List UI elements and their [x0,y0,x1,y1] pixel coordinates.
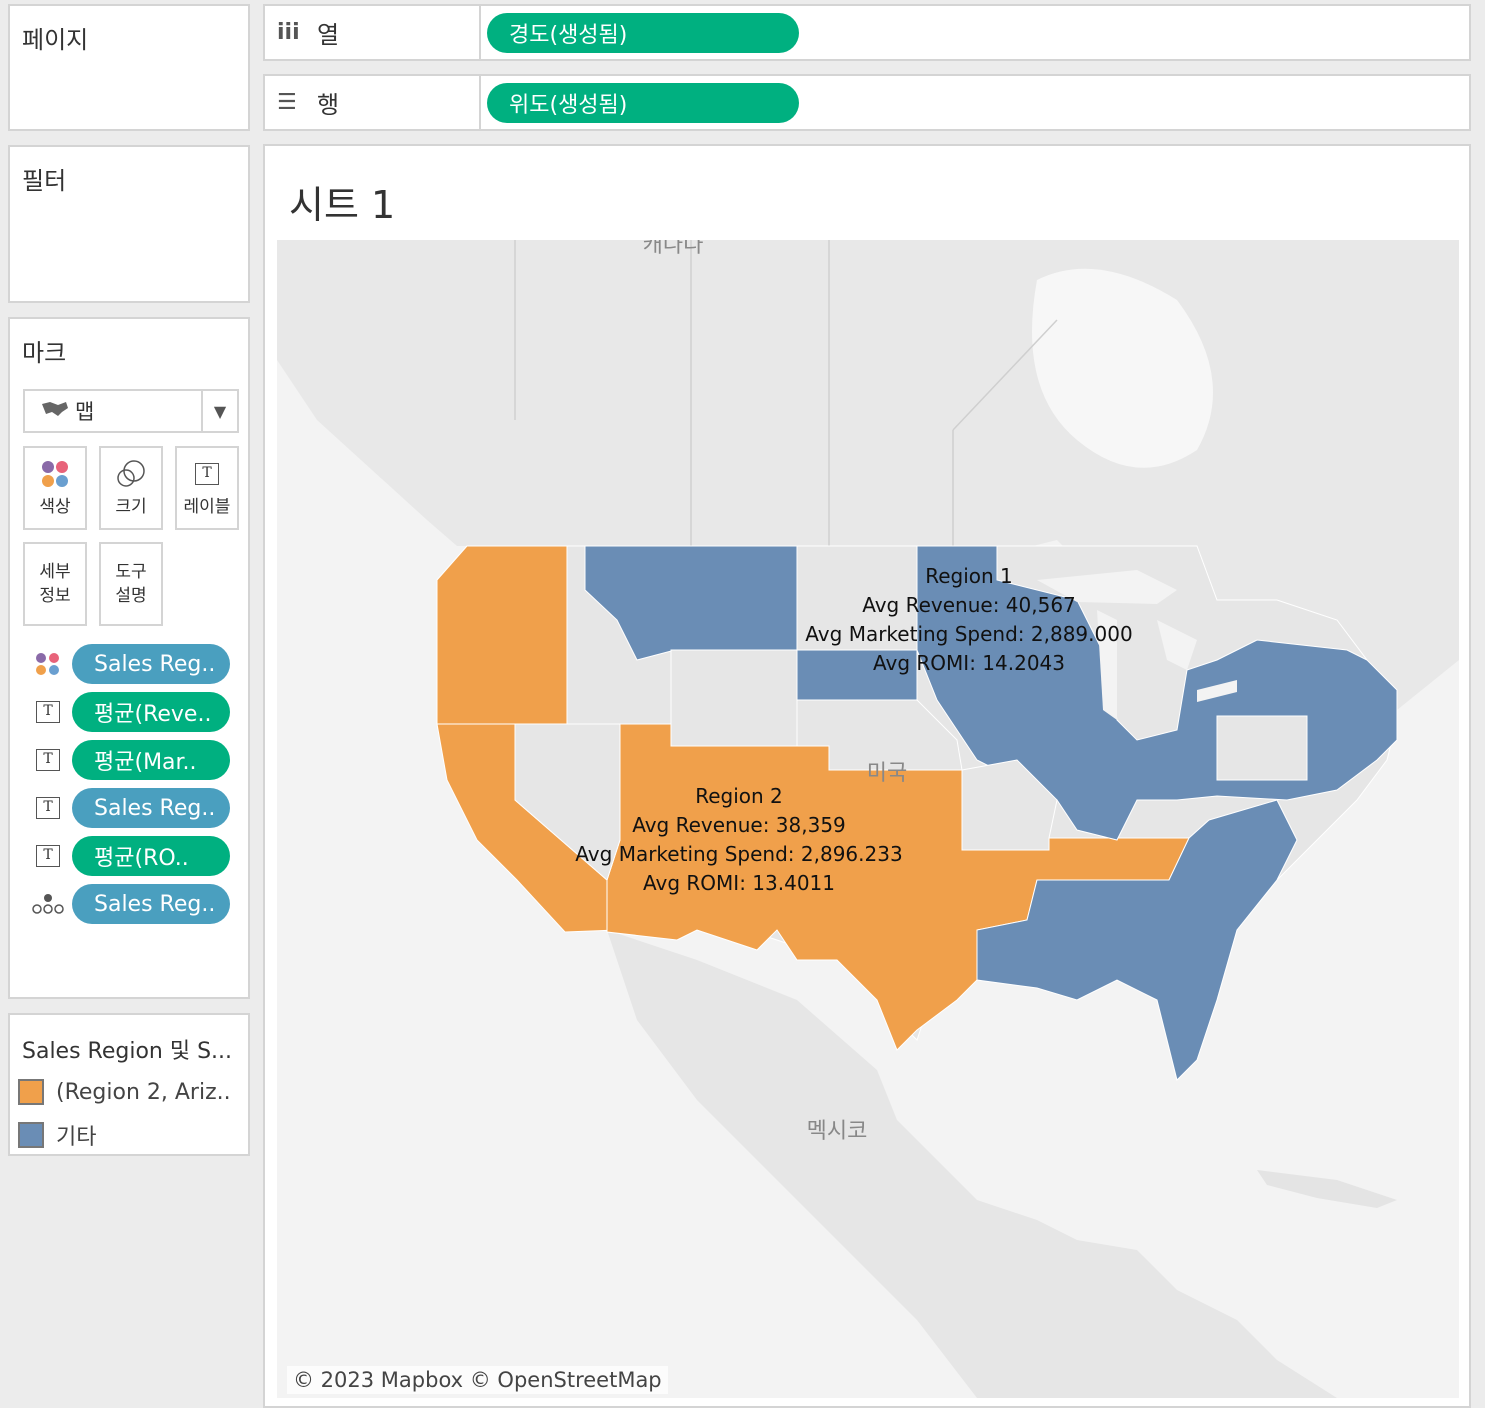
usa-label: 미국 [867,761,907,786]
color-legend: Sales Region 및 S... (Region 2, Ariz.. 기타 [8,1013,250,1156]
field-pill[interactable]: Sales Reg.. [72,644,230,684]
sheet-title: 시트 1 [289,183,396,227]
legend-label: (Region 2, Ariz.. [56,1079,231,1105]
columns-shelf: iii 열 경도(생성됨) [263,4,1471,61]
mark-field-row: Sales Reg.. [32,884,242,924]
mark-type-label: 맵 [75,400,95,424]
cuba-land [1257,1170,1397,1208]
legend-item[interactable]: 기타 [18,1119,96,1151]
text-icon: T [32,843,64,869]
text-icon: T [32,747,64,773]
size-button-label: 크기 [115,497,147,517]
field-pill[interactable]: Sales Reg.. [72,788,230,828]
color-icon [40,457,70,491]
label-button-label: 레이블 [183,497,231,517]
legend-swatch [18,1079,44,1105]
mark-field-row: Sales Reg.. [32,644,242,684]
chevron-down-icon[interactable]: ▼ [201,391,237,431]
mark-field-row: T 평균(Mar.. [32,740,242,780]
rows-icon: ☰ [277,90,297,115]
mark-field-row: T 평균(RO.. [32,836,242,876]
color-button-label: 색상 [39,497,71,517]
legend-swatch [18,1122,44,1148]
map-icon [35,400,75,422]
size-button[interactable]: 크기 [99,446,163,530]
mark-field-row: T Sales Reg.. [32,788,242,828]
color-button[interactable]: 색상 [23,446,87,530]
pages-title: 페이지 [22,26,89,54]
columns-icon: iii [277,20,300,45]
tooltip-button[interactable]: 도구 설명 [99,542,163,626]
legend-item[interactable]: (Region 2, Ariz.. [18,1079,231,1105]
annotation-line: Avg Marketing Spend: 2,889.000 [805,622,1132,646]
latitude-pill[interactable]: 위도(생성됨) [487,83,799,123]
color-icon [32,651,64,677]
region1-annotation: Region 1 Avg Revenue: 40,567 Avg Marketi… [805,564,1132,675]
region2-annotation: Region 2 Avg Revenue: 38,359 Avg Marketi… [575,784,902,895]
field-pill[interactable]: 평균(RO.. [72,836,230,876]
annotation-line: Avg ROMI: 14.2043 [873,651,1065,675]
annotation-line: Avg ROMI: 13.4011 [643,871,835,895]
marks-title: 마크 [22,339,67,367]
state-other[interactable] [976,799,1298,1081]
great-lakes [1037,570,1237,720]
region2-states[interactable] [436,545,1190,1051]
text-icon: T [195,457,219,491]
annotation-line: Avg Revenue: 38,359 [632,813,846,837]
map-attribution[interactable]: © 2023 Mapbox © OpenStreetMap [287,1366,668,1394]
longitude-pill[interactable]: 경도(생성됨) [487,13,799,53]
mexico-land [607,930,1337,1398]
text-icon: T [32,795,64,821]
mexico-label: 멕시코 [807,1119,868,1144]
rows-shelf: ☰ 행 위도(생성됨) [263,74,1471,131]
legend-title[interactable]: Sales Region 및 S... [22,1039,233,1064]
filters-panel[interactable]: 필터 [8,145,250,303]
field-pill[interactable]: 평균(Reve.. [72,692,230,732]
legend-label: 기타 [56,1125,97,1150]
annotation-line: Region 1 [925,564,1013,588]
detail-button-label: 세부 정보 [39,562,71,606]
field-pill[interactable]: Sales Reg.. [72,884,230,924]
columns-label-text: 열 [317,21,340,49]
annotation-line: Avg Marketing Spend: 2,896.233 [575,842,902,866]
marks-panel: 마크 맵 ▼ 색상 크기 T 레이블 세부 정보 도구 설명 Sales Reg… [8,317,250,999]
map-svg[interactable]: 캐나다 미국 멕시코 Region 1 Avg Revenue: 40,567 … [277,240,1459,1398]
rows-shelf-label: ☰ 행 [265,76,481,129]
rows-label-text: 행 [317,91,340,119]
state-region2[interactable] [436,545,568,725]
filters-title: 필터 [22,167,67,195]
detail-button[interactable]: 세부 정보 [23,542,87,626]
field-pill[interactable]: 평균(Mar.. [72,740,230,780]
detail-icon [32,891,64,917]
annotation-line: Avg Revenue: 40,567 [862,593,1076,617]
text-icon: T [32,699,64,725]
hudson-bay [1032,268,1213,468]
size-icon [115,457,147,491]
columns-shelf-label: iii 열 [265,6,481,59]
mark-field-row: T 평균(Reve.. [32,692,242,732]
province-borders [514,240,1058,546]
canada-label: 캐나다 [643,240,704,258]
unselected-states [514,545,1308,881]
annotation-line: Region 2 [695,784,783,808]
map-view[interactable]: 캐나다 미국 멕시코 Region 1 Avg Revenue: 40,567 … [277,240,1459,1398]
pages-panel: 페이지 [8,4,250,131]
tooltip-button-label: 도구 설명 [115,562,147,606]
worksheet-view: 시트 1 [263,144,1471,1408]
label-button[interactable]: T 레이블 [175,446,239,530]
mark-type-dropdown[interactable]: 맵 ▼ [23,389,239,433]
